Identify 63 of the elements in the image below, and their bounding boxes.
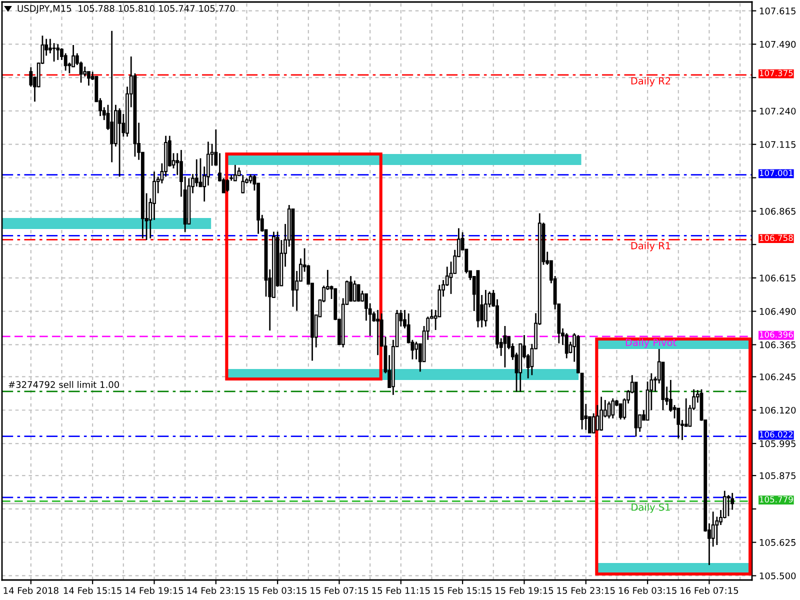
chart-title: USDJPY,M15 105.788 105.810 105.747 105.770 xyxy=(18,5,235,14)
x-tick-label: 14 Feb 23:15 xyxy=(187,586,245,594)
candlestick xyxy=(484,289,488,328)
candlestick xyxy=(226,178,230,192)
ref-line-label: 105.779 xyxy=(760,496,793,503)
y-tick-label: 106.245 xyxy=(760,373,796,380)
y-tick-label: 106.615 xyxy=(760,274,796,282)
candlestick xyxy=(564,332,568,360)
ref-line-label: 107.375 xyxy=(760,70,793,76)
candlestick xyxy=(118,108,122,178)
annotation: Daily R1 xyxy=(631,242,670,252)
candlestick xyxy=(241,174,245,194)
y-tick-label: 107.490 xyxy=(760,40,796,48)
candlestick xyxy=(596,404,600,431)
ref-line-label: 106.396 xyxy=(760,331,793,338)
candlestick xyxy=(110,30,114,163)
y-tick-label: 107.240 xyxy=(760,108,796,115)
candlestick xyxy=(83,66,87,78)
ref-line-label: 107.001 xyxy=(760,170,793,176)
x-tick-label: 15 Feb 07:15 xyxy=(310,586,368,594)
y-tick-label: 106.120 xyxy=(760,406,796,414)
candlestick xyxy=(352,280,356,302)
y-tick-label: 106.865 xyxy=(760,208,796,215)
y-tick-label: 106.365 xyxy=(760,341,796,348)
candlestick xyxy=(600,396,604,432)
candlestick xyxy=(376,309,380,356)
y-tick-label: 106.490 xyxy=(760,308,796,315)
annotation: Daily S1 xyxy=(632,503,670,513)
candlestick xyxy=(233,164,237,182)
candlestick xyxy=(56,44,60,61)
candlestick xyxy=(194,158,198,188)
annotation: Daily Pivot xyxy=(626,338,676,348)
candlestick xyxy=(503,325,507,368)
x-tick-label: 14 Feb 2018 xyxy=(4,586,58,594)
x-tick-label: 16 Feb 03:15 xyxy=(618,586,676,594)
y-tick-label: 105.875 xyxy=(760,472,796,480)
x-tick-label: 15 Feb 19:15 xyxy=(496,586,554,594)
y-tick-label: 105.995 xyxy=(760,440,796,448)
y-tick-label: 105.625 xyxy=(760,539,796,546)
annotation: #3274792 sell limit 1.00 xyxy=(8,381,120,388)
candlestick xyxy=(611,398,615,420)
candlestick xyxy=(52,42,56,62)
candlestick xyxy=(726,494,730,517)
y-tick-label: 107.615 xyxy=(760,8,796,14)
annotation: Daily R2 xyxy=(631,77,670,86)
y-tick-label: 105.500 xyxy=(760,572,796,580)
candlestick xyxy=(676,408,680,440)
x-tick-label: 16 Feb 07:15 xyxy=(680,586,738,594)
candlestick xyxy=(248,174,252,184)
x-tick-label: 15 Feb 11:15 xyxy=(372,586,430,594)
ref-line-label: 106.022 xyxy=(760,431,793,438)
candlestick xyxy=(349,275,353,302)
x-tick-label: 15 Feb 23:15 xyxy=(557,586,615,594)
x-tick-label: 14 Feb 19:15 xyxy=(126,586,184,594)
candlestick xyxy=(414,341,418,360)
candlestick xyxy=(618,403,622,420)
x-tick-label: 14 Feb 15:15 xyxy=(64,586,122,594)
y-tick-label: 107.115 xyxy=(760,141,796,148)
ref-line-label: 106.758 xyxy=(760,234,793,242)
candlestick xyxy=(198,158,202,188)
x-tick-label: 15 Feb 03:15 xyxy=(248,586,306,594)
x-tick-label: 15 Feb 15:15 xyxy=(434,586,492,594)
candlestick xyxy=(592,412,596,434)
